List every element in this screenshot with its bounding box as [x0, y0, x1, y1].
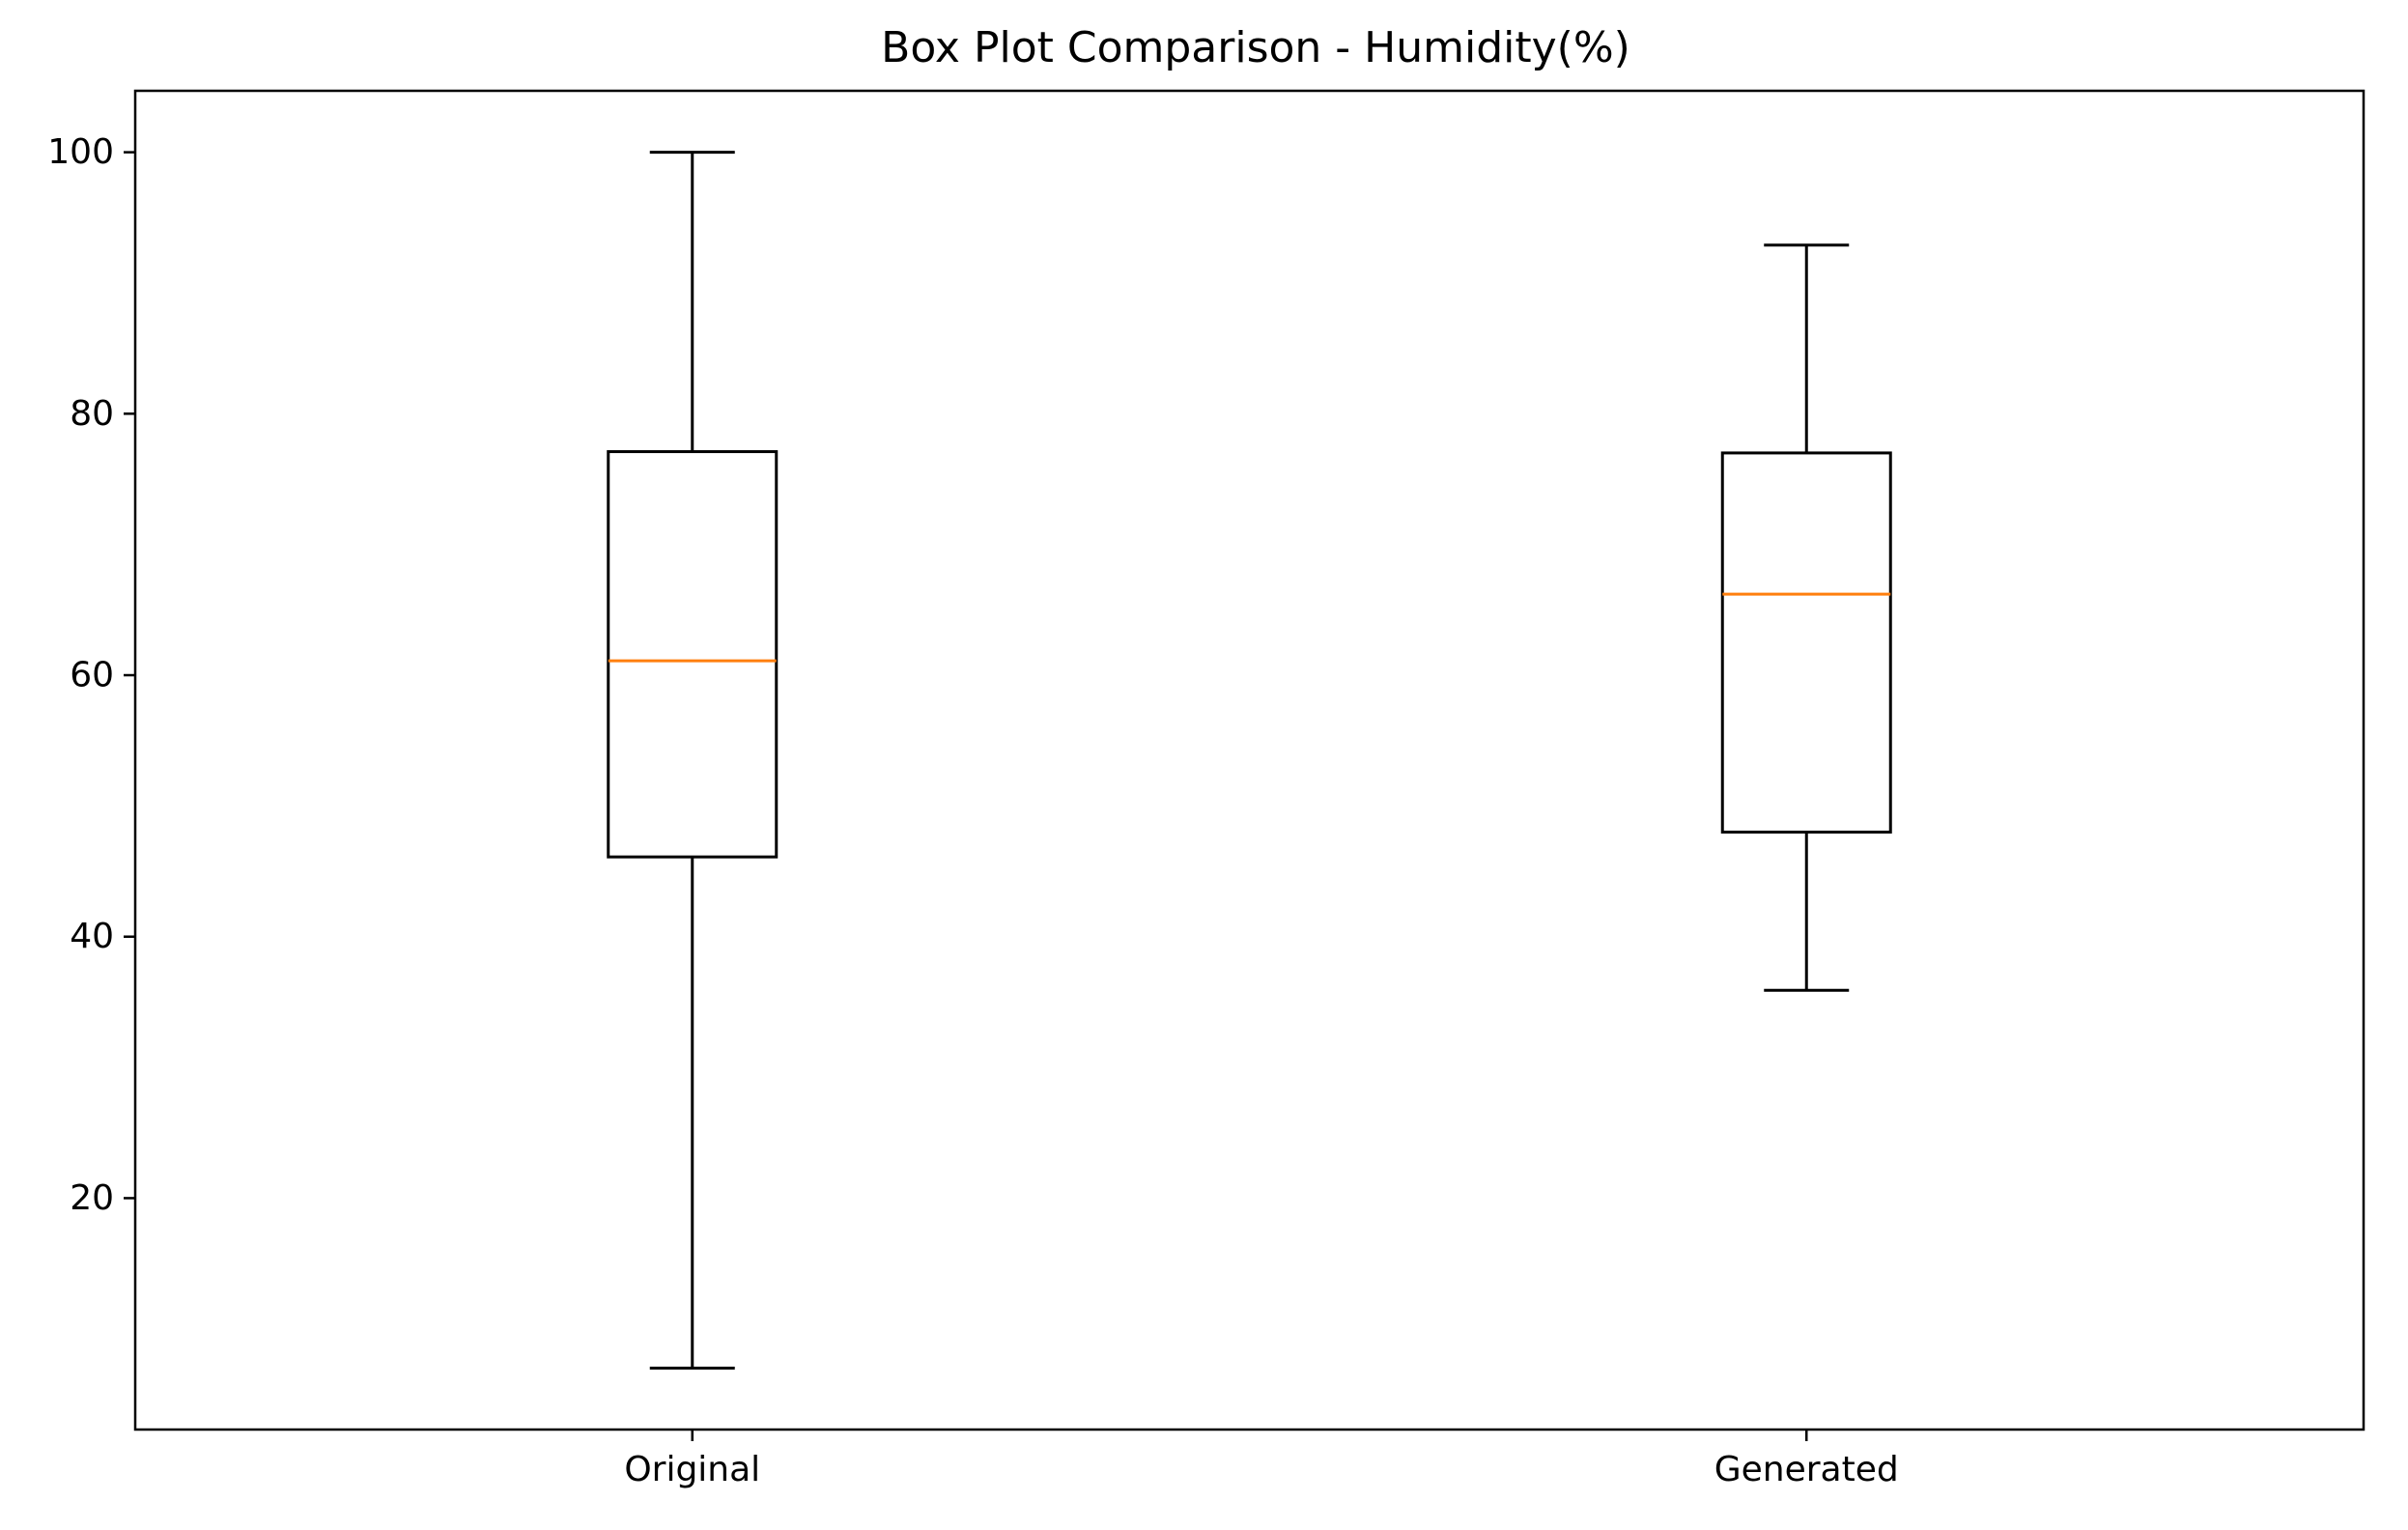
axes-frame — [133, 89, 2366, 1431]
y-tick-label: 80 — [70, 394, 114, 434]
y-tick-label: 20 — [70, 1178, 114, 1218]
iqr-box — [607, 450, 779, 859]
y-tick-label: 60 — [70, 656, 114, 695]
box-generated — [1720, 243, 1892, 992]
y-tick-label: 100 — [47, 132, 114, 172]
y-tick-label: 40 — [70, 917, 114, 956]
x-axis-ticks: Original Generated — [624, 1430, 1899, 1489]
x-tick-label: Original — [624, 1450, 760, 1489]
x-tick-label: Generated — [1714, 1450, 1899, 1489]
y-axis-ticks: 20 40 60 80 100 — [47, 132, 135, 1218]
iqr-box — [1720, 451, 1892, 834]
box-series — [607, 151, 1892, 1370]
chart-title: Box Plot Comparison - Humidity(%) — [881, 23, 1630, 72]
box-original — [607, 151, 779, 1370]
